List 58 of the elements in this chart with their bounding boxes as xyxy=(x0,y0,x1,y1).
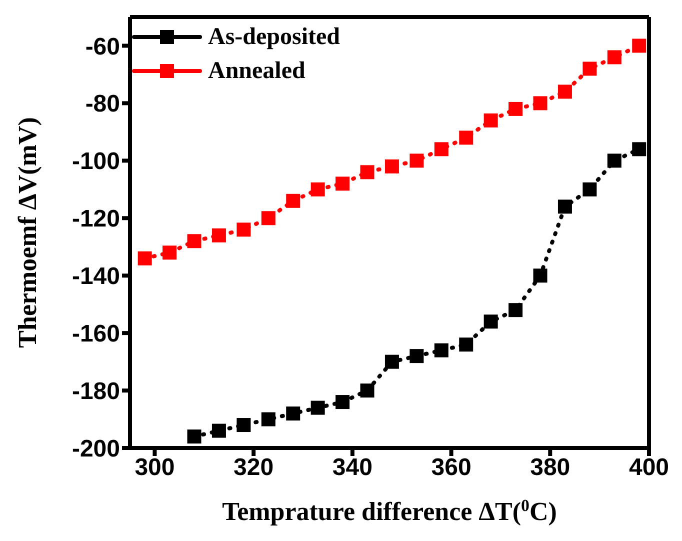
point xyxy=(310,182,325,196)
point xyxy=(336,395,350,410)
point xyxy=(508,102,523,116)
y-tick-label: -80 xyxy=(85,90,120,118)
y-tick-label: -100 xyxy=(72,148,120,176)
y-tick-label: -120 xyxy=(72,206,120,233)
y-tick-label: -60 xyxy=(85,33,120,60)
point xyxy=(384,159,399,174)
point xyxy=(310,400,325,415)
point xyxy=(236,222,251,237)
x-tick-label: 400 xyxy=(628,454,670,482)
point xyxy=(410,154,424,168)
x-tick-label: 300 xyxy=(134,454,175,482)
point xyxy=(162,246,177,260)
point xyxy=(236,418,251,432)
point xyxy=(508,303,523,318)
point xyxy=(484,113,498,128)
point xyxy=(632,142,646,156)
legend-label: Annealed xyxy=(208,58,306,84)
point xyxy=(212,424,226,438)
x-tick-label: 360 xyxy=(431,454,472,482)
point xyxy=(582,62,597,76)
point xyxy=(632,38,646,53)
point xyxy=(582,182,597,196)
x-axis-title: Temprature difference ΔT($^{0}$C) xyxy=(222,496,557,526)
y-tick-label: -200 xyxy=(72,436,120,463)
point xyxy=(286,406,300,421)
point xyxy=(261,211,276,226)
point xyxy=(336,176,350,191)
y-tick-label: -140 xyxy=(72,263,120,290)
x-tick-label: 320 xyxy=(234,454,274,482)
y-tick-label: -160 xyxy=(72,320,120,348)
point xyxy=(187,234,202,248)
point xyxy=(187,430,202,444)
point xyxy=(212,228,226,242)
y-axis-title: Thermoemf ΔV(mV) xyxy=(13,117,42,348)
point xyxy=(286,194,300,208)
point xyxy=(384,354,399,369)
legend-label: As-deposited xyxy=(208,24,340,50)
point xyxy=(459,338,474,352)
point xyxy=(607,50,622,64)
point xyxy=(410,349,424,364)
x-tick-label: 380 xyxy=(530,454,570,482)
point xyxy=(434,142,448,156)
point xyxy=(607,154,622,168)
point xyxy=(459,130,474,145)
point xyxy=(533,96,548,110)
y-tick-label: -180 xyxy=(72,378,120,406)
x-tick-label: 340 xyxy=(332,454,372,482)
point xyxy=(360,384,374,398)
point xyxy=(558,200,572,214)
point xyxy=(533,268,548,283)
point xyxy=(558,84,572,99)
point xyxy=(261,412,276,426)
point xyxy=(138,251,152,266)
point xyxy=(434,343,448,358)
point xyxy=(360,165,374,180)
point xyxy=(484,314,498,329)
